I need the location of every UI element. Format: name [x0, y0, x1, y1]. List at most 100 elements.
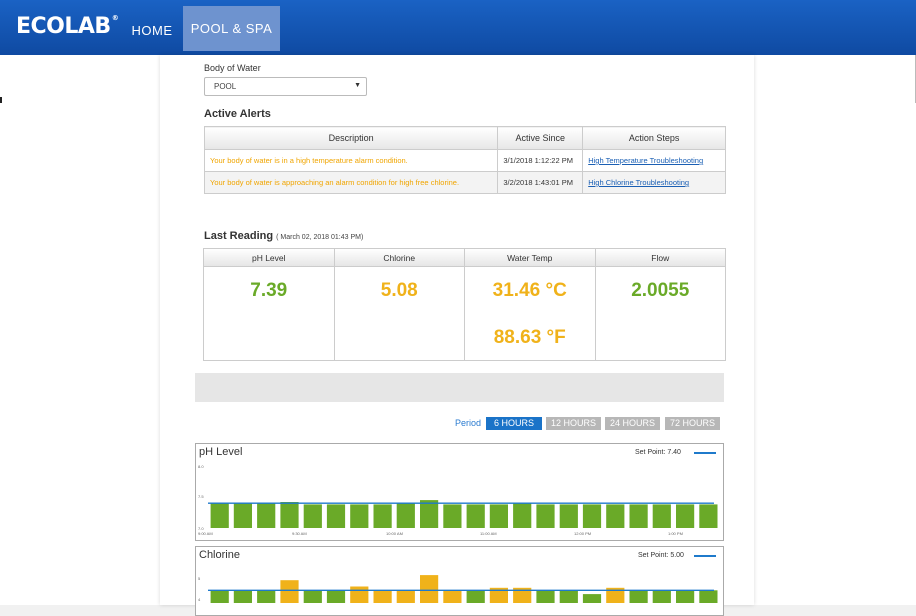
- alert-description: Your body of water is approaching an ala…: [203, 171, 499, 194]
- bar: [606, 504, 625, 528]
- alert-active-since: 3/2/2018 1:43:01 PM: [497, 171, 584, 194]
- right-margin: [754, 55, 916, 605]
- column-header-active-since: Active Since: [497, 126, 584, 150]
- chart-plot: 54: [198, 575, 718, 603]
- reading-value: 5.08: [380, 280, 418, 301]
- y-tick-label: 5: [198, 576, 201, 581]
- reading-label: Flow: [595, 249, 725, 267]
- setpoint-value: 7.40: [667, 449, 681, 456]
- ph-level-chart: pH Level Set Point: 7.40 8.0 7.5 7.0 9:00 A…: [195, 443, 724, 541]
- bar: [373, 590, 392, 603]
- high-temperature-troubleshooting-link[interactable]: High Temperature Troubleshooting: [588, 156, 704, 165]
- reading-ph-level: pH Level 7.39: [204, 249, 335, 360]
- bar: [280, 502, 299, 528]
- bar: [489, 587, 508, 603]
- table-row: Your body of water is approaching an ala…: [203, 171, 726, 194]
- logo-text: ECOLAB: [16, 14, 111, 39]
- body-of-water-select[interactable]: POOL ▼: [204, 77, 367, 96]
- bar: [303, 504, 322, 528]
- bar: [559, 590, 578, 603]
- chart-title: pH Level: [199, 446, 243, 458]
- setpoint-label: Set Point:: [635, 449, 666, 456]
- active-alerts-heading: Active Alerts: [204, 108, 271, 120]
- reading-value-fahrenheit: 88.63 °F: [493, 327, 566, 348]
- last-reading-title: Last Reading: [204, 230, 274, 242]
- x-tick-label: 11:00 AM: [480, 531, 497, 536]
- column-header-description: Description: [203, 126, 499, 150]
- left-margin: [0, 55, 160, 605]
- setpoint-legend: Set Point: 7.40: [635, 449, 681, 456]
- reading-flow: Flow 2.0055: [595, 249, 725, 360]
- bar: [699, 590, 718, 603]
- left-edge-marker: [0, 97, 2, 103]
- reading-value-celsius: 31.46 °C: [492, 280, 567, 301]
- bar: [396, 503, 415, 528]
- bar: [536, 590, 555, 603]
- alerts-header-row: Description Active Since Action Steps: [203, 126, 726, 150]
- reading-value: 7.39: [250, 280, 288, 301]
- bar: [629, 590, 648, 603]
- x-tick-label: 9:00 AM: [198, 531, 213, 536]
- nav-pool-and-spa[interactable]: POOL & SPA: [183, 6, 280, 51]
- bar: [676, 590, 695, 603]
- alert-action-cell: High Temperature Troubleshooting: [582, 149, 726, 172]
- bar: [676, 504, 695, 528]
- bar: [582, 504, 602, 528]
- bar: [233, 503, 252, 528]
- bar: [257, 503, 276, 528]
- bar: [420, 575, 439, 603]
- bar: [350, 586, 369, 603]
- nav-home[interactable]: HOME: [131, 23, 173, 38]
- bar: [513, 502, 532, 528]
- y-tick-label: 7.5: [198, 494, 204, 499]
- x-tick-label: 10:00 AM: [386, 531, 403, 536]
- banner-placeholder: [195, 373, 724, 402]
- period-72-hours-button[interactable]: 72 HOURS: [665, 417, 720, 430]
- reading-water-temp: Water Temp 31.46 °C 88.63 °F: [465, 249, 596, 360]
- bar: [326, 590, 346, 603]
- bar: [629, 504, 648, 528]
- period-6-hours-button[interactable]: 6 HOURS: [486, 417, 542, 430]
- reading-label: pH Level: [204, 249, 334, 267]
- body-of-water-label: Body of Water: [204, 63, 261, 73]
- logo-registered-mark: ®: [111, 14, 119, 22]
- period-12-hours-button[interactable]: 12 HOURS: [546, 417, 601, 430]
- period-24-hours-button[interactable]: 24 HOURS: [605, 417, 660, 430]
- ecolab-logo[interactable]: ECOLAB®: [16, 14, 119, 39]
- bar: [466, 504, 485, 528]
- reading-value: 2.0055: [631, 280, 690, 301]
- bar: [513, 587, 532, 603]
- setpoint-legend-line: [694, 555, 716, 557]
- bar: [396, 590, 415, 603]
- reading-label: Water Temp: [465, 249, 595, 267]
- y-tick-label: 7.0: [198, 526, 204, 531]
- top-navigation-bar: ECOLAB® HOME POOL & SPA: [0, 0, 916, 55]
- setpoint-value: 5.00: [670, 552, 684, 559]
- active-alerts-table: Description Active Since Action Steps Yo…: [203, 126, 726, 194]
- bar: [606, 587, 625, 603]
- alert-active-since: 3/1/2018 1:12:22 PM: [497, 149, 584, 172]
- setpoint-legend-line: [694, 452, 716, 454]
- chart-plot: 8.0 7.5 7.09:00 AM 9:30 AM 10:00 AM 11:00 AM 1…: [198, 464, 718, 536]
- bar: [210, 590, 229, 603]
- alert-action-cell: High Chlorine Troubleshooting: [582, 171, 726, 194]
- reading-chlorine: Chlorine 5.08: [334, 249, 465, 360]
- body-of-water-selected: POOL: [214, 82, 237, 91]
- high-chlorine-troubleshooting-link[interactable]: High Chlorine Troubleshooting: [588, 178, 690, 187]
- bar: [257, 590, 276, 603]
- bar: [652, 504, 671, 528]
- x-tick-label: 12:00 PM: [574, 531, 591, 536]
- bar: [373, 504, 392, 528]
- reading-label: Chlorine: [334, 249, 464, 267]
- x-tick-label: 1:00 PM: [668, 531, 683, 536]
- period-label: Period: [455, 418, 482, 428]
- bar: [466, 590, 485, 603]
- bar: [350, 504, 369, 528]
- alert-description: Your body of water is in a high temperat…: [203, 149, 499, 172]
- bar: [420, 500, 439, 528]
- bar: [443, 590, 462, 603]
- bar: [326, 504, 346, 528]
- column-header-action-steps: Action Steps: [582, 126, 726, 150]
- bar: [210, 503, 229, 528]
